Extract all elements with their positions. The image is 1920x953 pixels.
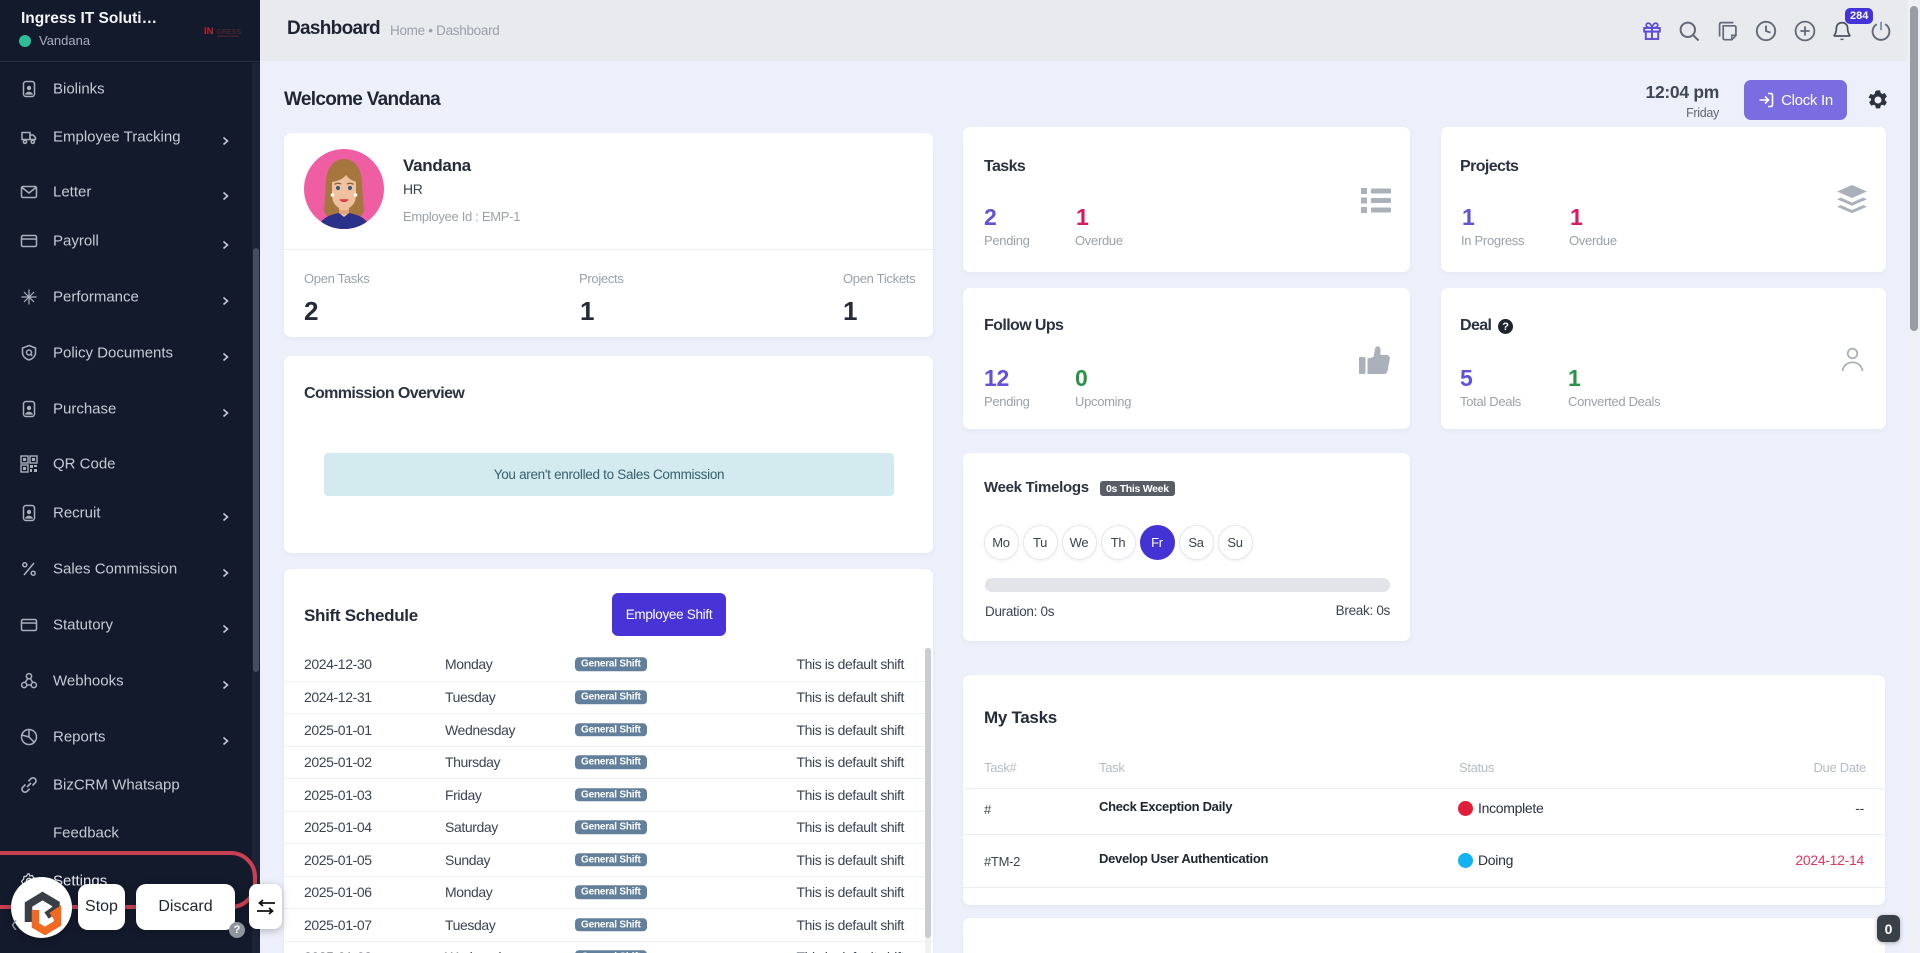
svg-text:IN: IN bbox=[204, 26, 214, 37]
svg-text:GRESS: GRESS bbox=[217, 29, 242, 36]
